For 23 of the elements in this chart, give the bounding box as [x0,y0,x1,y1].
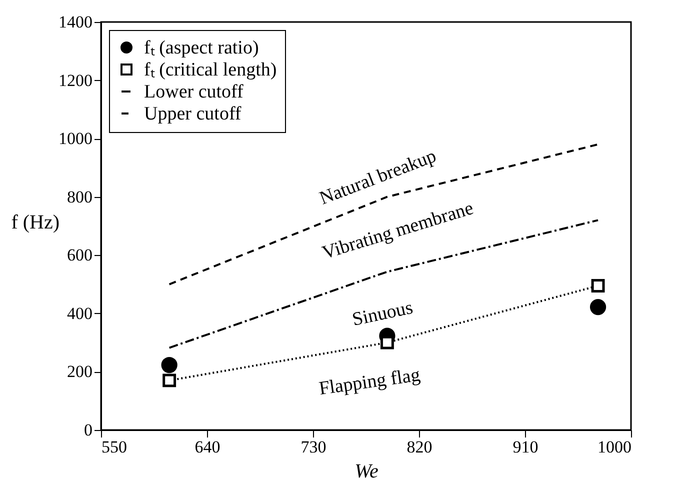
x-tick-label: 820 [406,438,432,456]
y-tick-label: 1000 [58,129,92,148]
y-tick-label: 200 [67,362,92,382]
y-tick-label: 600 [67,246,92,265]
x-axis-title: We [354,460,378,482]
annotation: Natural breakup [316,146,440,210]
x-tick-label: 550 [102,438,127,456]
x-tick-label: 910 [512,438,538,456]
x-tick-label: 640 [194,438,220,456]
y-tick-label: 400 [67,304,92,323]
annotation: Flapping flag [318,364,422,400]
legend-label: fₜ (critical length) [144,60,277,80]
legend-label: Lower cutoff [144,82,244,102]
x-tick-label: 730 [300,438,326,456]
legend-label: fₜ (aspect ratio) [144,38,259,58]
y-tick-label: 1200 [58,70,92,90]
y-tick-label: 1400 [58,12,92,32]
x-tick-label: 1000 [598,438,632,456]
y-tick-label: 0 [84,420,92,440]
y-tick-label: 800 [67,187,92,206]
y-axis-title: f (Hz) [11,212,60,234]
legend-label: Upper cutoff [144,104,242,124]
annotation: Sinuous [350,297,415,331]
